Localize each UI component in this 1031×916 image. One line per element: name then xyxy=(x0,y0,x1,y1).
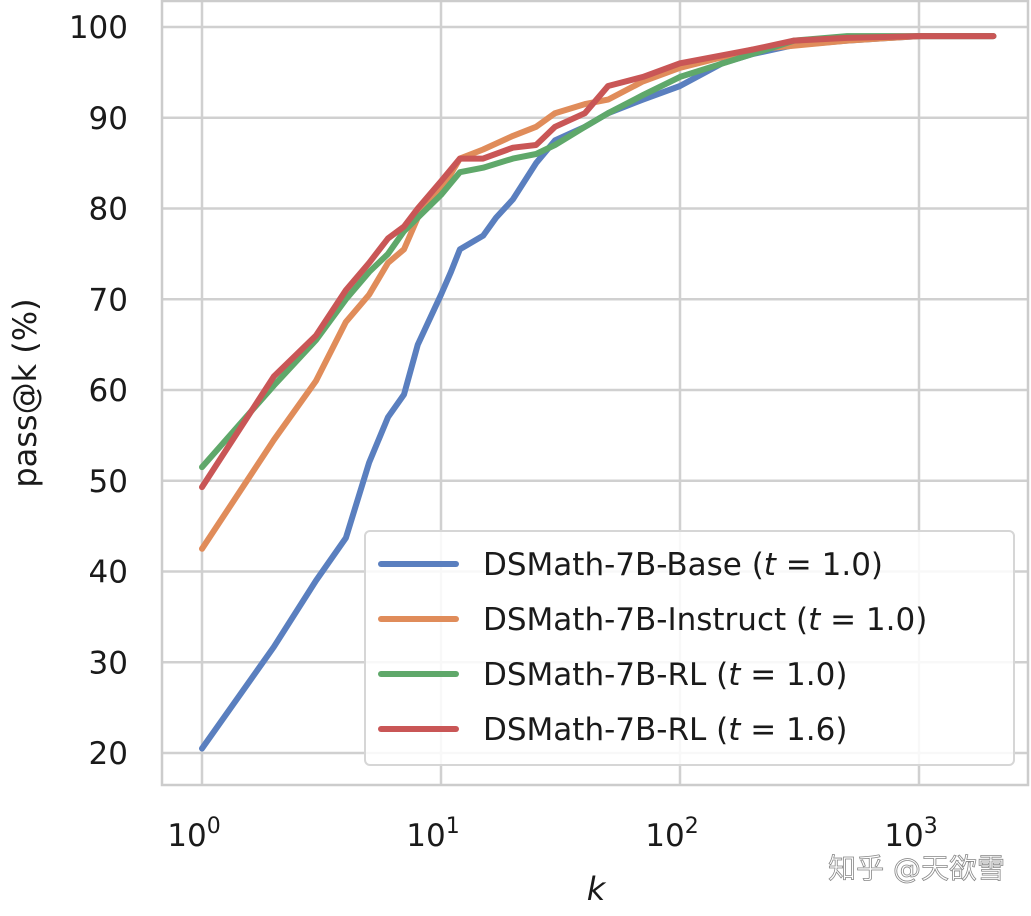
x-tick-base: 10 xyxy=(167,818,206,854)
legend-entry: DSMath-7B-Instruct (t = 1.0) xyxy=(483,602,927,638)
x-tick-base: 10 xyxy=(884,818,923,854)
x-tick-base: 10 xyxy=(406,818,445,854)
y-tick-label: 100 xyxy=(69,10,128,46)
legend-entry: DSMath-7B-RL (t = 1.6) xyxy=(483,712,847,748)
x-tick-label: 100 xyxy=(167,814,220,854)
x-tick-exponent: 1 xyxy=(446,814,460,839)
plot-frame xyxy=(160,0,1030,787)
legend-entry: DSMath-7B-RL (t = 1.0) xyxy=(483,657,847,693)
x-tick-label: 103 xyxy=(884,814,937,854)
x-tick-exponent: 0 xyxy=(207,814,221,839)
legend: DSMath-7B-Base (t = 1.0) DSMath-7B-Instru… xyxy=(364,530,1015,766)
x-tick-exponent: 2 xyxy=(685,814,699,839)
y-tick-label: 80 xyxy=(89,192,128,228)
x-tick-labels: 100 101 102 103 xyxy=(167,814,937,854)
x-tick-label: 102 xyxy=(645,814,698,854)
series-line-1 xyxy=(199,33,997,552)
y-axis-label: pass@k (%) xyxy=(6,298,44,487)
y-tick-label: 70 xyxy=(89,282,128,318)
y-tick-label: 20 xyxy=(89,736,128,772)
legend-entry: DSMath-7B-Base (t = 1.0) xyxy=(483,547,883,583)
x-tick-label: 101 xyxy=(406,814,459,854)
y-tick-label: 90 xyxy=(89,101,128,137)
x-tick-exponent: 3 xyxy=(924,814,938,839)
y-tick-label: 40 xyxy=(89,555,128,591)
x-axis-label: k xyxy=(587,870,607,908)
x-tick-base: 10 xyxy=(645,818,684,854)
legend-box xyxy=(364,530,1015,766)
y-tick-label: 30 xyxy=(89,645,128,681)
series-line-3 xyxy=(199,33,997,491)
y-tick-label: 50 xyxy=(89,464,128,500)
watermark: 知乎 @天欲雪 xyxy=(828,852,1005,885)
series-lines xyxy=(199,33,997,752)
y-tick-label: 60 xyxy=(89,373,128,409)
y-tick-labels: 20 30 40 50 60 70 80 90 100 xyxy=(69,10,128,772)
